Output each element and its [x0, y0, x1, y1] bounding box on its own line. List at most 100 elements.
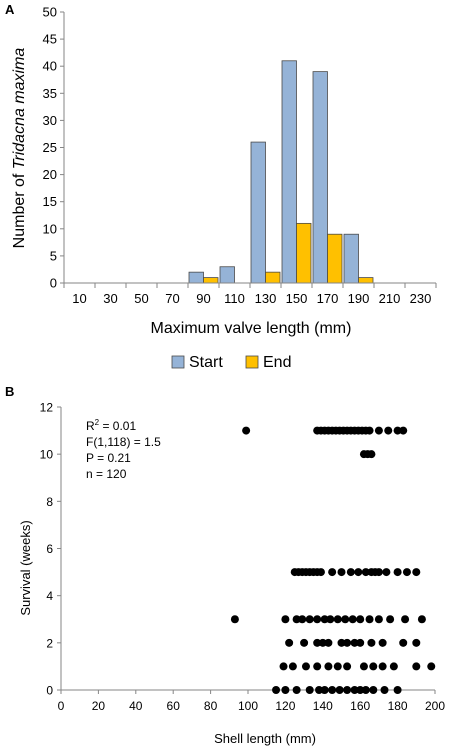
- x-tick-label: 200: [425, 699, 445, 713]
- y-axis-label: Number of Tridacna maxima: [11, 48, 28, 249]
- y-tick-label: 25: [43, 140, 57, 155]
- x-tick-label: 230: [410, 291, 432, 306]
- data-point: [279, 662, 288, 671]
- r-squared-text: R2 = 0.01: [86, 418, 136, 433]
- panel-label-b: B: [5, 384, 14, 399]
- data-point: [399, 638, 408, 647]
- data-point: [305, 615, 314, 624]
- bar-end-130: [265, 271, 281, 284]
- x-tick-label: 210: [379, 291, 401, 306]
- y-tick-label: 35: [43, 86, 57, 101]
- data-point: [333, 662, 342, 671]
- y-tick-label: 0: [46, 684, 53, 698]
- sample-size-text: n = 120: [86, 467, 127, 481]
- data-point: [346, 568, 355, 577]
- stats-annotation: R2 = 0.01 F(1,118) = 1.5 P = 0.21 n = 12…: [86, 418, 161, 481]
- x-tick-label: 100: [238, 699, 258, 713]
- data-point: [320, 615, 329, 624]
- data-point: [301, 662, 310, 671]
- data-point: [412, 568, 421, 577]
- data-point: [361, 568, 370, 577]
- x-tick-label: 30: [103, 291, 117, 306]
- bar-start-110: [219, 266, 235, 284]
- y-tick-label: 4: [46, 589, 53, 603]
- data-point: [350, 686, 359, 694]
- data-point: [399, 426, 408, 435]
- data-point: [378, 638, 387, 647]
- data-point: [361, 686, 370, 694]
- data-point: [417, 615, 426, 624]
- bar-end-170: [327, 233, 343, 284]
- data-point: [292, 615, 301, 624]
- y-tick-label: 2: [46, 636, 53, 650]
- y-tick-label: 5: [50, 248, 57, 263]
- data-point: [374, 568, 383, 577]
- bar-end-190: [358, 277, 374, 284]
- y-tick-label: 12: [40, 401, 54, 415]
- data-point: [318, 638, 327, 647]
- x-axis-label: Shell length (mm): [214, 731, 316, 746]
- data-point: [337, 638, 346, 647]
- data-point: [380, 686, 389, 694]
- legend-label-start: Start: [189, 354, 223, 371]
- x-tick-label: 190: [348, 291, 370, 306]
- x-axis-label: Maximum valve length (mm): [151, 320, 352, 337]
- y-tick-label: 20: [43, 167, 57, 182]
- data-point: [356, 686, 365, 694]
- data-point: [374, 426, 383, 435]
- data-point: [367, 450, 376, 459]
- y-tick-label: 10: [40, 448, 54, 462]
- y-tick-label: 0: [50, 276, 57, 291]
- y-tick-label: 40: [43, 59, 57, 74]
- y-axis-label-species: Tridacna maxima: [11, 48, 28, 170]
- y-tick-label: 30: [43, 113, 57, 128]
- x-tick-label: 40: [129, 699, 143, 713]
- legend-swatch-end: [245, 355, 259, 369]
- svg-text:Number of Tridacna maxima: Number of Tridacna maxima: [11, 48, 28, 249]
- x-tick-label: 50: [134, 291, 148, 306]
- data-point: [350, 638, 359, 647]
- x-tick-label: 110: [224, 291, 245, 306]
- y-tick-label: 45: [43, 32, 57, 47]
- data-point: [378, 662, 387, 671]
- data-point: [230, 615, 239, 624]
- data-point: [389, 662, 398, 671]
- data-point: [365, 615, 374, 624]
- x-tick-label: 180: [388, 699, 408, 713]
- data-point: [324, 638, 333, 647]
- data-point: [337, 568, 346, 577]
- data-point: [343, 686, 352, 694]
- data-point: [320, 686, 329, 694]
- bar-end-90: [203, 277, 219, 284]
- f-statistic-text: F(1,118) = 1.5: [86, 435, 161, 449]
- data-point: [365, 426, 374, 435]
- data-point: [356, 638, 365, 647]
- data-point: [386, 615, 395, 624]
- y-axis-label: Survival (weeks): [18, 520, 33, 615]
- x-tick-label: 120: [275, 699, 295, 713]
- data-point: [242, 426, 251, 435]
- x-tick-label: 70: [165, 291, 179, 306]
- x-tick-label: 0: [58, 699, 65, 713]
- x-tick-label: 170: [317, 291, 339, 306]
- histogram-chart: A Number of Tridacna maxima 0 5 10 15 20 25 30…: [5, 2, 437, 371]
- data-point: [315, 686, 324, 694]
- data-point: [401, 615, 410, 624]
- data-point: [305, 686, 314, 694]
- data-point: [326, 615, 335, 624]
- y-tick-label: 6: [46, 542, 53, 556]
- data-point: [328, 686, 337, 694]
- data-point: [313, 615, 322, 624]
- x-tick-label: 150: [286, 291, 308, 306]
- x-tick-label: 60: [167, 699, 181, 713]
- y-tick-label: 50: [43, 5, 57, 20]
- data-point: [285, 638, 294, 647]
- scatter-chart: B Survival (weeks) 0 2 4 6 8 10 12 0 20 40 60 80 10…: [5, 384, 445, 746]
- x-tick-label: 10: [72, 291, 86, 306]
- legend-swatch-start: [171, 355, 185, 369]
- bar-start-90: [188, 271, 204, 284]
- x-tick-label: 20: [92, 699, 106, 713]
- data-point: [328, 568, 337, 577]
- bar-start-150: [281, 60, 297, 284]
- p-value-text: P = 0.21: [86, 451, 131, 465]
